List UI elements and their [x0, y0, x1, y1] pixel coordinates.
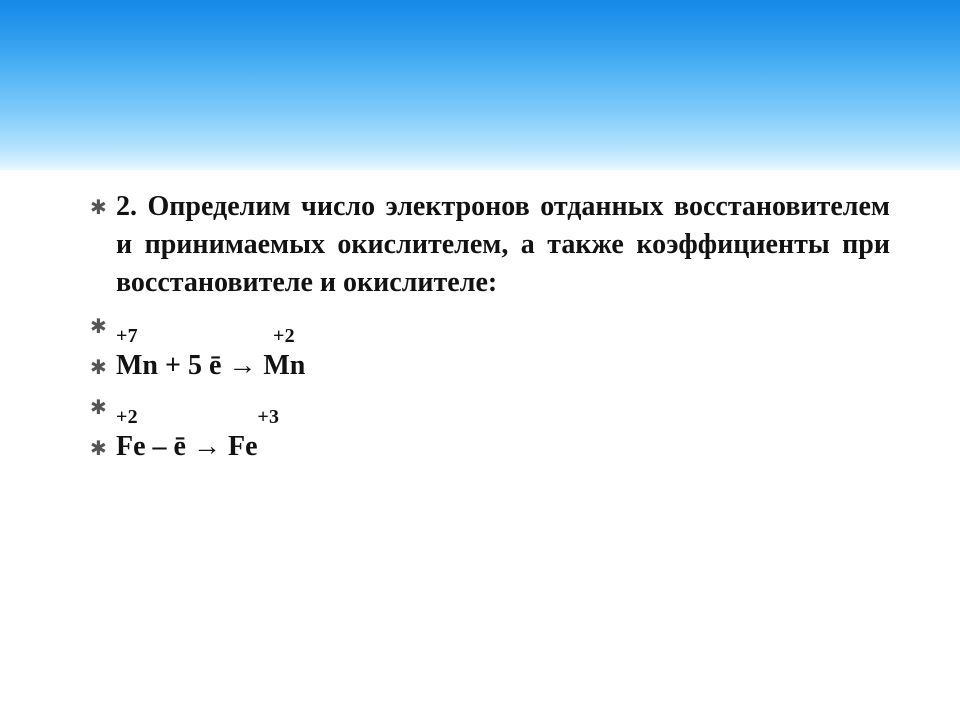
bullet-marker-icon: ✱ — [90, 188, 116, 218]
reaction-2-charges: +2 +3 — [116, 406, 279, 429]
bullet-equation-1: ✱ Mn + 5 ē → Mn — [90, 348, 890, 382]
paragraph-text: 2. Определим число электронов отданных в… — [116, 188, 890, 301]
header-gradient — [0, 0, 960, 170]
bullet-paragraph: ✱ 2. Определим число электронов отданных… — [90, 188, 890, 301]
bullet-charges-2: ✱ +2 +3 — [90, 392, 890, 429]
reaction-1-equation: Mn + 5 ē → Mn — [116, 350, 305, 382]
bullet-marker-icon: ✱ — [90, 311, 116, 337]
reaction-2-equation: Fe – ē → Fe — [116, 431, 258, 463]
bullet-marker-icon: ✱ — [90, 348, 116, 378]
reaction-1-charges: +7 +2 — [116, 325, 295, 348]
bullet-marker-icon: ✱ — [90, 392, 116, 418]
bullet-equation-2: ✱ Fe – ē → Fe — [90, 429, 890, 463]
slide-content: ✱ 2. Определим число электронов отданных… — [90, 188, 890, 463]
bullet-marker-icon: ✱ — [90, 429, 116, 459]
slide: ✱ 2. Определим число электронов отданных… — [0, 0, 960, 720]
bullet-charges-1: ✱ +7 +2 — [90, 311, 890, 348]
